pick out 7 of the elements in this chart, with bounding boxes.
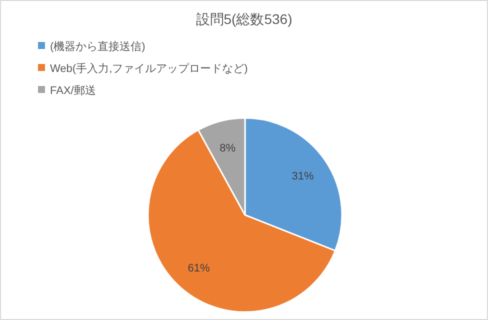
data-label: 31% (292, 170, 314, 183)
title: 設問5(総数536) (196, 11, 292, 27)
data-label: 8% (220, 142, 236, 154)
legend-label: Web(手入力,ファイルアップロードなど) (50, 63, 248, 75)
legend-label: (機器から直接送信) (50, 41, 146, 53)
data-label: 61% (188, 262, 210, 274)
legend-label: FAX/郵送 (50, 85, 96, 97)
